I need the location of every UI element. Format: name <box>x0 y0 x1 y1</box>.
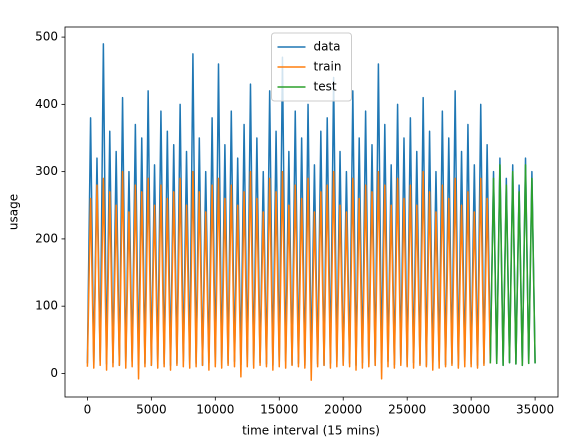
x-tick-label: 0 <box>84 403 92 417</box>
x-tick-label: 10000 <box>196 403 234 417</box>
legend-label: data <box>314 40 341 54</box>
legend-box <box>271 32 352 102</box>
y-tick-label: 400 <box>35 97 58 111</box>
legend: data train test <box>271 32 352 102</box>
x-tick-label: 5000 <box>136 403 167 417</box>
y-tick-label: 100 <box>35 299 58 313</box>
x-axis-label: time interval (15 mins) <box>242 424 380 438</box>
x-tick-label: 20000 <box>324 403 362 417</box>
x-tick-label: 30000 <box>452 403 490 417</box>
x-tick-label: 35000 <box>516 403 554 417</box>
x-tick-label: 15000 <box>260 403 298 417</box>
y-tick-label: 0 <box>50 366 58 380</box>
y-tick-label: 500 <box>35 30 58 44</box>
series-line <box>86 170 492 381</box>
legend-label: train <box>314 60 342 74</box>
y-tick-label: 200 <box>35 231 58 245</box>
series-line <box>489 164 536 367</box>
y-axis-label: usage <box>7 194 21 230</box>
legend-label: test <box>314 80 337 94</box>
x-tick-label: 25000 <box>388 403 426 417</box>
plot-frame <box>64 26 559 398</box>
y-tick-label: 300 <box>35 164 58 178</box>
